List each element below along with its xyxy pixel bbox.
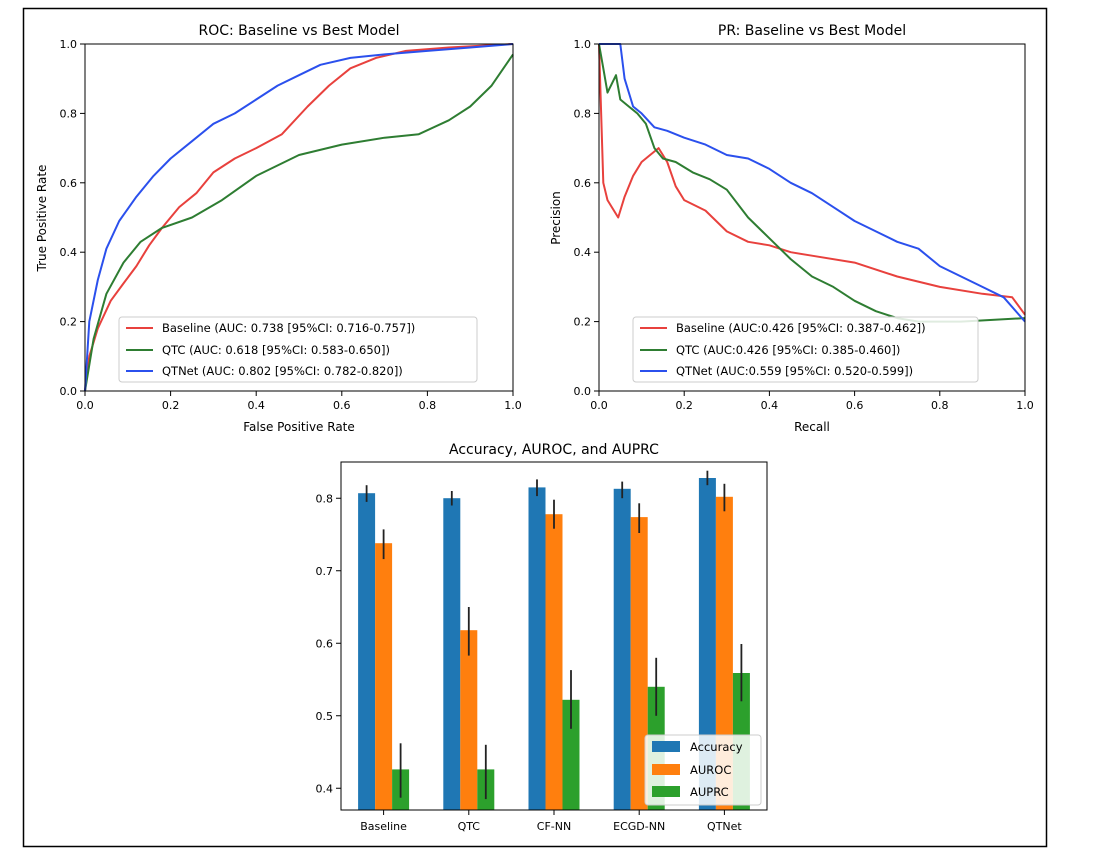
roc-y-label: True Positive Rate: [35, 165, 49, 273]
bar-y-tick-label: 0.7: [316, 565, 334, 578]
bar-x-tick-label: ECGD-NN: [613, 820, 665, 833]
pr-x-tick-label: 1.0: [1016, 399, 1034, 412]
bar-legend-swatch-auprc: [652, 786, 680, 797]
pr-x-tick-label: 0.0: [590, 399, 608, 412]
roc-y-tick-label: 0.6: [60, 177, 78, 190]
pr-y-tick-label: 0.4: [574, 246, 592, 259]
bar-cf-nn-auprc: [562, 699, 580, 810]
pr-lines: [598, 43, 1026, 323]
roc-x-tick-label: 1.0: [504, 399, 522, 412]
bar-ecgd-nn-auroc: [630, 517, 648, 810]
roc-axes-frame: [84, 43, 514, 392]
roc-x-label: False Positive Rate: [243, 420, 355, 434]
roc-y-tick-label: 0.8: [60, 107, 78, 120]
roc-x-ticks: 0.0 0.2 0.4 0.6 0.8 1.0: [76, 391, 522, 412]
roc-legend-label-qtc: QTC (AUC: 0.618 [95%CI: 0.583-0.650]): [162, 343, 390, 357]
bar-axes-frame: [340, 461, 768, 811]
roc-lines: [84, 43, 514, 392]
pr-legend-label-baseline: Baseline (AUC:0.426 [95%CI: 0.387-0.462]…: [676, 321, 926, 335]
pr-line-qtnet: [599, 43, 1026, 323]
bar-legend-label-auprc: AUPRC: [690, 785, 729, 799]
pr-x-tick-label: 0.8: [931, 399, 949, 412]
pr-y-tick-label: 0.2: [574, 316, 592, 329]
bar-x-tick-label: Baseline: [360, 820, 407, 833]
pr-legend-box: [632, 316, 979, 383]
roc-title: ROC: Baseline vs Best Model: [198, 23, 399, 39]
bar-legend-label-auroc: AUROC: [690, 763, 731, 777]
roc-x-tick-label: 0.0: [76, 399, 94, 412]
pr-x-ticks: 0.0 0.2 0.4 0.6 0.8 1.0: [590, 391, 1034, 412]
pr-y-ticks: 0.0 0.2 0.4 0.6 0.8 1.0: [574, 38, 599, 398]
roc-legend-label-baseline: Baseline (AUC: 0.738 [95%CI: 0.716-0.757…: [162, 321, 415, 335]
roc-y-tick-label: 0.4: [60, 246, 78, 259]
pr-y-tick-label: 0.0: [574, 385, 592, 398]
pr-y-tick-label: 1.0: [574, 38, 592, 51]
roc-panel: ROC: Baseline vs Best Model 0.0 0.2 0.4 0.6…: [35, 23, 522, 434]
bar-x-tick-label: QTNet: [707, 820, 742, 833]
roc-legend-box: [118, 316, 478, 383]
bar-y-tick-label: 0.5: [316, 710, 334, 723]
roc-line-qtc: [84, 53, 514, 392]
roc-y-tick-label: 0.0: [60, 385, 78, 398]
roc-x-tick-label: 0.6: [333, 399, 351, 412]
bar-x-tick-label: QTC: [458, 820, 481, 833]
roc-line-qtnet: [84, 43, 514, 392]
pr-x-tick-label: 0.4: [761, 399, 779, 412]
pr-x-tick-label: 0.6: [846, 399, 864, 412]
roc-x-tick-label: 0.8: [419, 399, 437, 412]
roc-legend-label-qtnet: QTNet (AUC: 0.802 [95%CI: 0.782-0.820]): [162, 364, 403, 378]
roc-line-baseline: [84, 43, 514, 392]
roc-y-ticks: 0.0 0.2 0.4 0.6 0.8 1.0: [60, 38, 85, 398]
bar-baseline-accuracy: [358, 493, 376, 810]
pr-legend-label-qtc: QTC (AUC:0.426 [95%CI: 0.385-0.460]): [676, 343, 900, 357]
bar-y-ticks: 0.4 0.5 0.6 0.7 0.8: [316, 492, 341, 795]
bar-legend: Accuracy AUROC AUPRC: [644, 734, 762, 806]
bar-y-tick-label: 0.4: [316, 782, 334, 795]
pr-legend-label-qtnet: QTNet (AUC:0.559 [95%CI: 0.520-0.599]): [676, 364, 913, 378]
pr-line-baseline: [598, 43, 1026, 316]
roc-y-tick-label: 1.0: [60, 38, 78, 51]
bar-cf-nn-accuracy: [528, 487, 546, 810]
bar-y-tick-label: 0.6: [316, 637, 334, 650]
bar-x-ticks: Baseline QTC CF-NN ECGD-NN QTNet: [360, 810, 742, 833]
pr-axes-frame: [598, 43, 1026, 392]
bar-qtnet-auroc: [715, 496, 733, 810]
bar-error-bars: [365, 470, 743, 800]
bar-y-tick-label: 0.8: [316, 492, 334, 505]
bar-x-tick-label: CF-NN: [537, 820, 571, 833]
bar-legend-swatch-accuracy: [652, 741, 680, 752]
pr-panel: PR: Baseline vs Best Model 0.0 0.2 0.4 0.6 0…: [549, 23, 1034, 434]
bar-panel: Accuracy, AUROC, and AUPRC Baseline QTC CF…: [316, 442, 768, 833]
pr-y-label: Precision: [549, 191, 563, 245]
roc-y-tick-label: 0.2: [60, 316, 78, 329]
roc-legend: Baseline (AUC: 0.738 [95%CI: 0.716-0.757…: [118, 316, 478, 383]
pr-y-tick-label: 0.6: [574, 177, 592, 190]
pr-legend: Baseline (AUC:0.426 [95%CI: 0.387-0.462]…: [632, 316, 979, 383]
bar-qtnet-accuracy: [698, 478, 716, 810]
bar-title: Accuracy, AUROC, and AUPRC: [449, 442, 659, 458]
bar-legend-label-accuracy: Accuracy: [690, 740, 743, 754]
bar-legend-swatch-auroc: [652, 764, 680, 775]
bar-ecgd-nn-accuracy: [613, 488, 631, 810]
pr-x-tick-label: 0.2: [675, 399, 693, 412]
roc-x-tick-label: 0.2: [162, 399, 180, 412]
roc-x-tick-label: 0.4: [247, 399, 265, 412]
bar-cf-nn-auroc: [545, 514, 563, 810]
pr-y-tick-label: 0.8: [574, 107, 592, 120]
bar-qtc-accuracy: [443, 498, 461, 810]
pr-x-label: Recall: [794, 420, 830, 434]
pr-title: PR: Baseline vs Best Model: [718, 23, 906, 39]
bar-qtc-auroc: [460, 630, 478, 810]
bar-baseline-auroc: [375, 543, 393, 810]
pr-line-qtc: [598, 43, 1026, 323]
